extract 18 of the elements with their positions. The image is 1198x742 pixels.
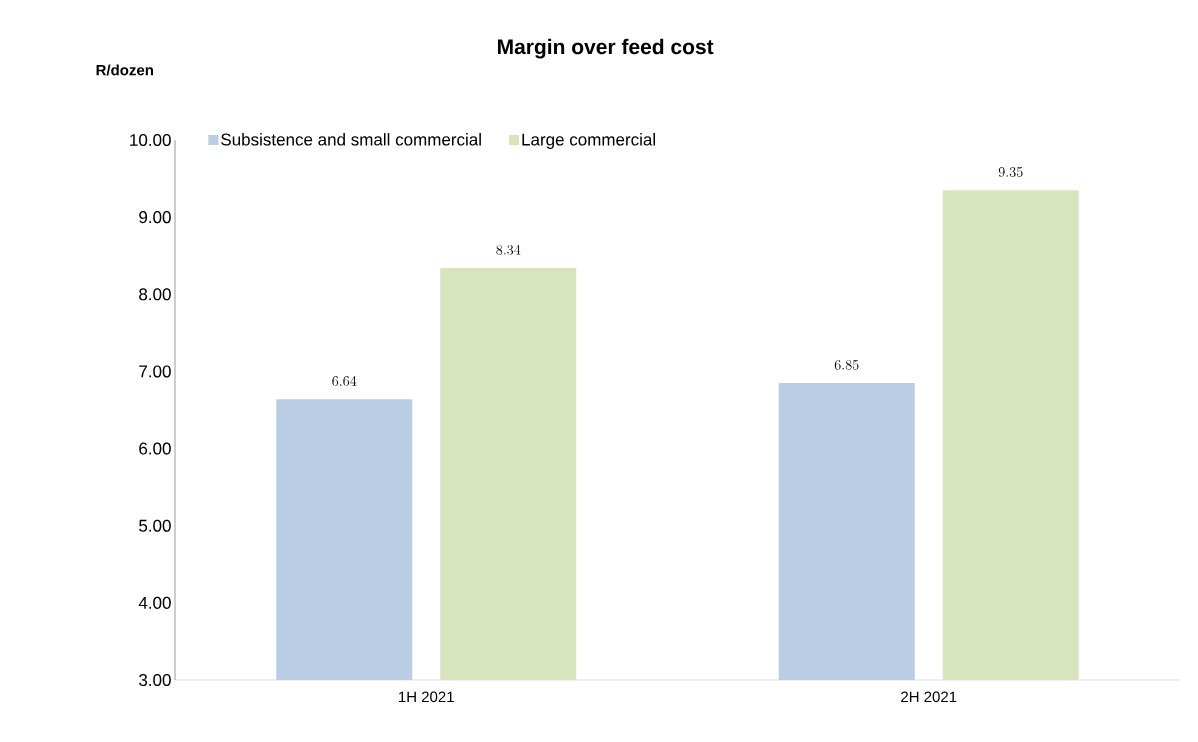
y-tick-label: 5.00 (139, 519, 171, 532)
x-tick-label: 2H 2021 (901, 691, 957, 703)
chart-title: Margin over feed cost (498, 38, 714, 59)
y-axis-title: R/dozen (96, 64, 153, 76)
y-tick-label: 6.00 (139, 442, 171, 455)
y-tick-label: 10.00 (130, 133, 171, 147)
data-label: 6.64 (332, 375, 357, 386)
y-tick-label: 8.00 (139, 288, 171, 301)
x-tick-label: 1H 2021 (399, 691, 454, 703)
data-label: 6.85 (834, 359, 859, 370)
y-tick-label: 7.00 (139, 365, 171, 378)
y-tick-label: 3.00 (139, 673, 171, 687)
data-label: 9.35 (998, 167, 1023, 177)
legend-label: Subsistence and small commercial (221, 133, 481, 146)
data-label: 8.34 (496, 244, 521, 255)
y-tick-label: 4.00 (138, 596, 171, 609)
y-tick-label: 9.00 (139, 211, 171, 224)
legend-label: Large commercial (522, 133, 655, 149)
